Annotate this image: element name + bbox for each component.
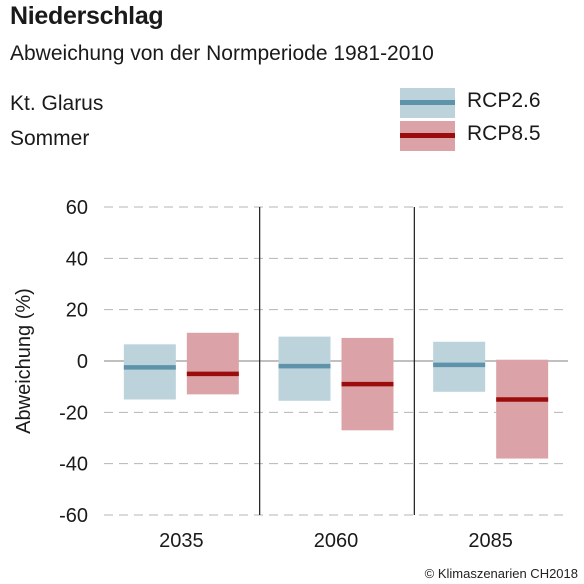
- legend-item-rcp26: RCP2.6: [400, 88, 560, 120]
- legend-item-rcp85: RCP8.5: [400, 121, 560, 153]
- y-axis: 60 40 20 0 -20 -40 -60: [59, 197, 88, 527]
- legend-label-rcp85: RCP8.5: [467, 122, 541, 145]
- y-tick-label: -20: [59, 402, 88, 424]
- x-tick-label: 2085: [468, 530, 513, 552]
- legend-label-rcp26: RCP2.6: [467, 89, 541, 112]
- legend-line-rcp26: [400, 100, 455, 105]
- range-bar-rcp85: [186, 332, 239, 395]
- x-tick-label: 2060: [314, 530, 359, 552]
- legend-line-rcp85: [400, 133, 455, 138]
- season-label: Sommer: [10, 127, 90, 150]
- y-tick-label: -60: [59, 505, 88, 527]
- x-tick-label: 2035: [159, 530, 204, 552]
- data-bars: [123, 332, 549, 459]
- region-label: Kt. Glarus: [10, 92, 104, 115]
- range-bar-rcp26: [123, 344, 176, 400]
- y-tick-label: -40: [59, 454, 88, 476]
- y-axis-title: Abweichung (%): [13, 288, 35, 434]
- range-bar-rcp85: [496, 359, 549, 459]
- y-tick-label: 20: [66, 300, 88, 322]
- chart-subtitle: Abweichung von der Normperiode 1981-2010: [10, 42, 434, 65]
- y-tick-label: 0: [77, 351, 88, 373]
- y-tick-label: 60: [66, 197, 88, 219]
- grid: [104, 206, 568, 516]
- x-axis: 2035 2060 2085: [159, 530, 513, 552]
- range-bar-rcp26: [278, 336, 331, 401]
- credit-text: © Klimaszenarien CH2018: [424, 566, 578, 581]
- chart-title: Niederschlag: [10, 2, 164, 30]
- y-tick-label: 40: [66, 248, 88, 270]
